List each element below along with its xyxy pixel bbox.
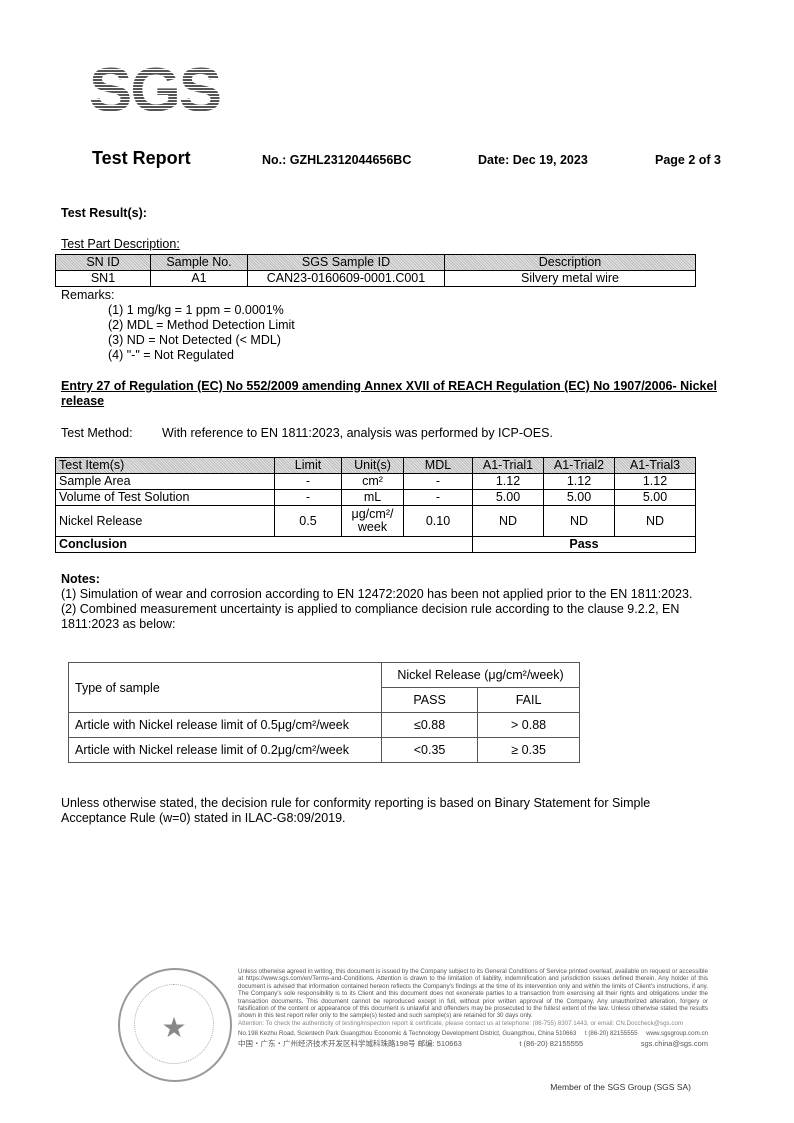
pass-header: PASS — [380, 687, 479, 713]
table-header-row: Test Item(s) Limit Unit(s) MDL A1-Trial1… — [55, 457, 696, 474]
remarks-label: Remarks: — [61, 288, 115, 302]
cell: ND — [614, 505, 696, 537]
table-row: Article with Nickel release limit of 0.2… — [68, 737, 580, 763]
decision-rule-table: Type of sample Nickel Release (μg/cm²/we… — [68, 662, 580, 763]
cell: A1 — [150, 270, 248, 287]
group-header: Nickel Release (μg/cm²/week) — [381, 662, 580, 688]
member-text: Member of the SGS Group (SGS SA) — [550, 1082, 691, 1092]
cell: 1.12 — [472, 473, 544, 490]
cell: 0.5 — [274, 505, 342, 537]
cell: 5.00 — [543, 489, 615, 506]
cell: 0.10 — [403, 505, 473, 537]
official-seal: ★ — [118, 968, 232, 1082]
address-en: No.198 Kezhu Road, Scientech Park Guangz… — [238, 1030, 577, 1038]
phone: t (86-20) 82155555 — [584, 1030, 638, 1038]
footer: Unless otherwise agreed in writing, this… — [238, 968, 708, 1047]
cell: Article with Nickel release limit of 0.5… — [68, 712, 382, 738]
col-header: Unit(s) — [341, 457, 404, 474]
table-row: Sample Area - cm² - 1.12 1.12 1.12 — [55, 473, 696, 490]
table-row: Volume of Test Solution - mL - 5.00 5.00… — [55, 489, 696, 506]
test-method-text: With reference to EN 1811:2023, analysis… — [162, 426, 553, 440]
cell: - — [274, 489, 342, 506]
cell: CAN23-0160609-0001.C001 — [247, 270, 445, 287]
cell: Sample Area — [55, 473, 275, 490]
fail-header: FAIL — [477, 687, 580, 713]
col-header: A1-Trial3 — [614, 457, 696, 474]
cell: 1.12 — [614, 473, 696, 490]
report-number: No.: GZHL2312044656BC — [262, 153, 412, 167]
col-header: A1-Trial1 — [472, 457, 544, 474]
col-header: SN ID — [55, 254, 151, 271]
phone: t (86-20) 82155555 — [519, 1038, 584, 1048]
remark-item: (2) MDL = Method Detection Limit — [108, 318, 295, 332]
cell: mL — [341, 489, 404, 506]
cell: - — [274, 473, 342, 490]
remark-item: (1) 1 mg/kg = 1 ppm = 0.0001% — [108, 303, 284, 317]
col-header: SGS Sample ID — [247, 254, 445, 271]
star-icon: ★ — [161, 1012, 187, 1043]
conclusion-label: Conclusion — [55, 536, 473, 553]
cell: Nickel Release — [55, 505, 275, 537]
part-description-label: Test Part Description: — [61, 237, 180, 251]
cell: - — [403, 473, 473, 490]
note-item: (1) Simulation of wear and corrosion acc… — [61, 587, 693, 601]
col-header: Test Item(s) — [55, 457, 275, 474]
cell: Silvery metal wire — [444, 270, 696, 287]
cell: ND — [472, 505, 544, 537]
notes-label: Notes: — [61, 572, 100, 586]
cell: Article with Nickel release limit of 0.2… — [68, 737, 382, 763]
cell: ≤0.88 — [380, 712, 479, 738]
type-header: Type of sample — [68, 662, 382, 713]
email-link[interactable]: sgs.china@sgs.com — [640, 1038, 708, 1048]
table-header-row: PASS FAIL — [69, 687, 580, 713]
table-row: SN1 A1 CAN23-0160609-0001.C001 Silvery m… — [55, 270, 696, 287]
footer-attention: Attention: To check the authenticity of … — [238, 1019, 684, 1027]
report-date: Date: Dec 19, 2023 — [478, 153, 588, 167]
cell: μg/cm²/ week — [341, 505, 404, 537]
conclusion-row: Conclusion Pass — [55, 536, 696, 553]
cell: cm² — [341, 473, 404, 490]
entry-title: Entry 27 of Regulation (EC) No 552/2009 … — [61, 379, 717, 408]
result-table: Test Item(s) Limit Unit(s) MDL A1-Trial1… — [55, 457, 696, 553]
col-header: Description — [444, 254, 696, 271]
col-header: Sample No. — [150, 254, 248, 271]
col-header: A1-Trial2 — [543, 457, 615, 474]
part-table: SN ID Sample No. SGS Sample ID Descripti… — [55, 254, 696, 287]
cell: 5.00 — [614, 489, 696, 506]
remarks-list: (1) 1 mg/kg = 1 ppm = 0.0001% (2) MDL = … — [108, 303, 295, 363]
footer-disclaimer: Unless otherwise agreed in writing, this… — [238, 968, 708, 1020]
table-header-row: Type of sample Nickel Release (μg/cm²/we… — [68, 662, 580, 713]
col-header: Limit — [274, 457, 342, 474]
note-item: (2) Combined measurement uncertainty is … — [61, 602, 680, 631]
cell: ND — [543, 505, 615, 537]
conclusion-value: Pass — [472, 536, 696, 553]
cell: - — [403, 489, 473, 506]
cell: ≥ 0.35 — [477, 737, 580, 763]
remark-item: (3) ND = Not Detected (< MDL) — [108, 333, 281, 347]
cell: SN1 — [55, 270, 151, 287]
page-number: Page 2 of 3 — [655, 153, 721, 167]
cell: Volume of Test Solution — [55, 489, 275, 506]
address-cn: 中国・广东・广州经济技术开发区科学城科珠路198号 邮编: 510663 — [238, 1038, 462, 1048]
table-header-row: SN ID Sample No. SGS Sample ID Descripti… — [55, 254, 696, 271]
web-link[interactable]: www.sgsgroup.com.cn — [646, 1030, 708, 1038]
results-heading: Test Result(s): — [61, 206, 147, 220]
sgs-logo: SGS — [88, 56, 222, 125]
notes-list: (1) Simulation of wear and corrosion acc… — [61, 587, 711, 632]
report-title: Test Report — [92, 148, 191, 168]
remark-item: (4) "-" = Not Regulated — [108, 348, 234, 362]
cell: <0.35 — [380, 737, 479, 763]
footer-address-en-line: No.198 Kezhu Road, Scientech Park Guangz… — [238, 1030, 708, 1037]
table-row: Article with Nickel release limit of 0.5… — [68, 712, 580, 738]
cell: 1.12 — [543, 473, 615, 490]
col-header: MDL — [403, 457, 473, 474]
test-method-label: Test Method: — [61, 426, 133, 440]
footer-address-cn-line: 中国・广东・广州经济技术开发区科学城科珠路198号 邮编: 510663 t (… — [238, 1038, 708, 1048]
decision-rule-text: Unless otherwise stated, the decision ru… — [61, 796, 651, 825]
table-row: Nickel Release 0.5 μg/cm²/ week 0.10 ND … — [55, 505, 696, 537]
cell: > 0.88 — [477, 712, 580, 738]
cell: 5.00 — [472, 489, 544, 506]
